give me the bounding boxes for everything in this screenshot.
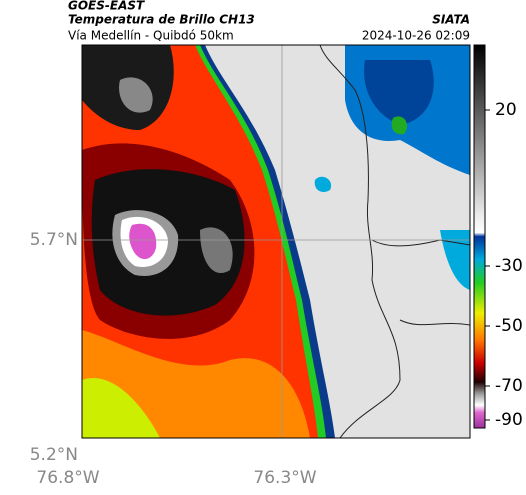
colorbar-label: 20 <box>495 100 517 120</box>
map-frame <box>81 44 471 439</box>
satellite-image <box>82 45 470 438</box>
caption: Vía Medellín - Quibdó 50km <box>68 29 234 43</box>
colorbar <box>473 44 486 429</box>
title: GOES-EAST <box>68 0 145 13</box>
source: SIATA <box>432 13 470 27</box>
subtitle: Temperatura de Brillo CH13 <box>68 13 255 27</box>
lat-label: 5.7°N <box>30 230 78 250</box>
lat-label: 5.2°N <box>30 445 78 465</box>
colorbar-label: -50 <box>495 316 523 336</box>
lon-label: 76.8°W <box>36 468 99 488</box>
lon-label: 76.3°W <box>253 468 316 488</box>
colorbar-label: -90 <box>495 410 523 430</box>
colorbar-label: -70 <box>495 376 523 396</box>
colorbar-ticks: 20 -30 -50 -70 -90 <box>485 100 523 430</box>
timestamp: 2024-10-26 02:09 <box>362 29 470 43</box>
colorbar-label: -30 <box>495 256 523 276</box>
